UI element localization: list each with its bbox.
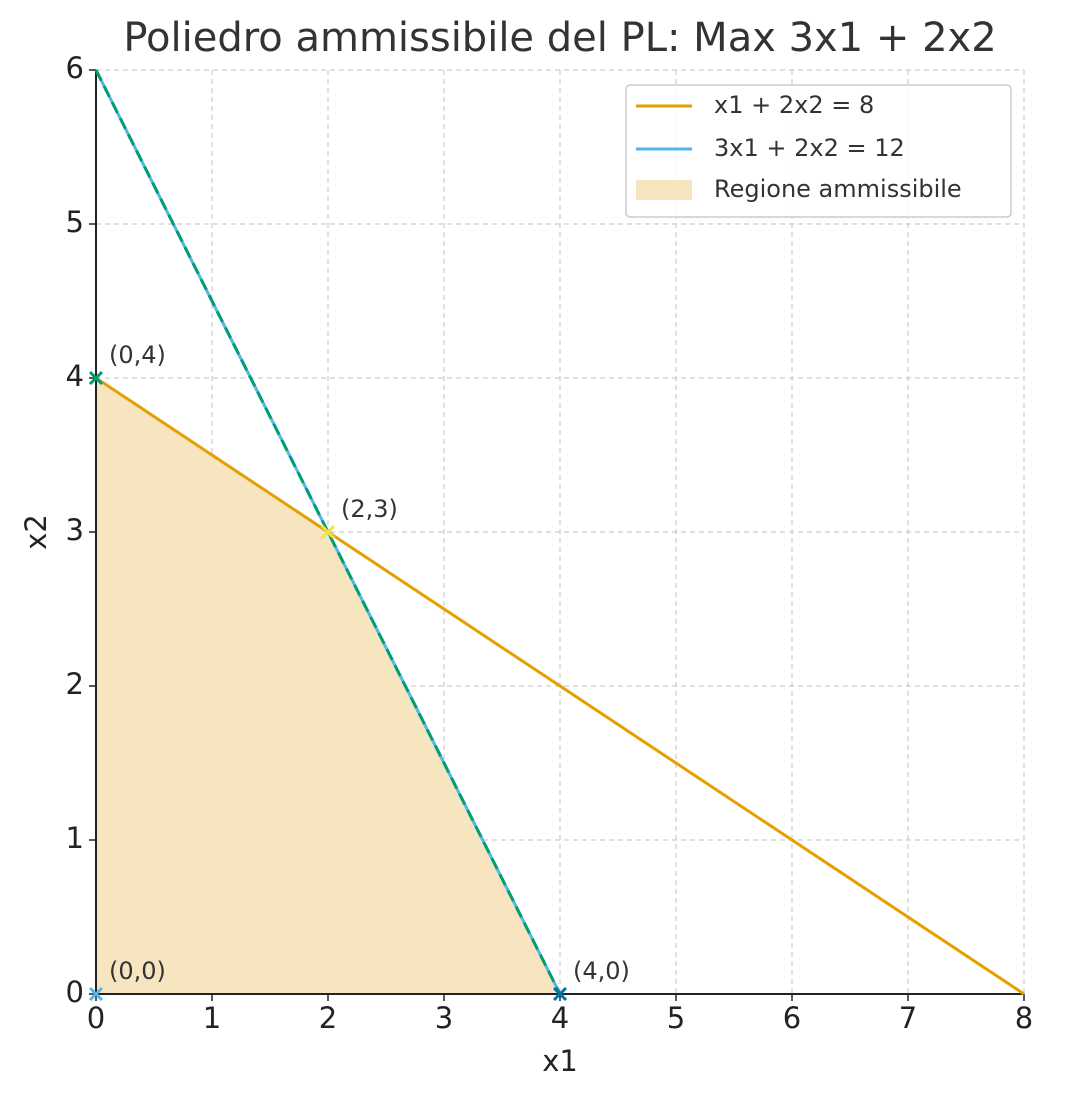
x-tick-label: 5 (667, 1001, 685, 1035)
legend-label: x1 + 2x2 = 8 (714, 91, 874, 119)
marker-stroke (88, 986, 104, 1002)
x-tick-label: 4 (551, 1001, 569, 1035)
marker-stroke (552, 986, 568, 1002)
vertex-label: (4,0) (573, 957, 630, 985)
legend-box (625, 84, 1012, 218)
vertex-marker (320, 524, 336, 540)
feasible-region (96, 378, 560, 994)
vertex-label: (2,3) (341, 495, 398, 523)
series-line (94, 69, 562, 995)
x-tick-label: 3 (435, 1001, 453, 1035)
x-tick-label: 6 (783, 1001, 801, 1035)
y-tick-label: 1 (66, 821, 84, 855)
vertex-marker (88, 370, 104, 386)
x-axis-label: x1 (542, 1044, 578, 1078)
y-axis-label: x2 (19, 514, 53, 550)
marker-stroke (88, 370, 104, 386)
vertex-marker (88, 986, 104, 1002)
vertex-label: (0,4) (109, 341, 166, 369)
y-tick-label: 0 (66, 975, 84, 1009)
y-tick-label: 4 (66, 359, 84, 393)
y-tick-label: 3 (66, 513, 84, 547)
y-tick-label: 6 (66, 51, 84, 85)
x-tick-label: 8 (1015, 1001, 1033, 1035)
x-tick-label: 7 (899, 1001, 917, 1035)
x-tick-label: 2 (319, 1001, 337, 1035)
legend-swatch (636, 180, 692, 200)
chart-title: Poliedro ammissibile del PL: Max 3x1 + 2… (123, 15, 996, 61)
legend: x1 + 2x2 = 8 3x1 + 2x2 = 12 Regione ammiss… (625, 84, 1012, 218)
legend-label: Regione ammissibile (714, 175, 962, 203)
y-tick-label: 2 (66, 667, 84, 701)
series-line (95, 376, 1025, 996)
x-tick-label: 1 (203, 1001, 221, 1035)
marker-stroke (320, 524, 336, 540)
x-tick-label: 0 (87, 1001, 105, 1035)
vertex-label: (0,0) (109, 957, 166, 985)
vertex-marker (552, 986, 568, 1002)
y-tick-label: 5 (66, 205, 84, 239)
legend-label: 3x1 + 2x2 = 12 (714, 134, 905, 162)
